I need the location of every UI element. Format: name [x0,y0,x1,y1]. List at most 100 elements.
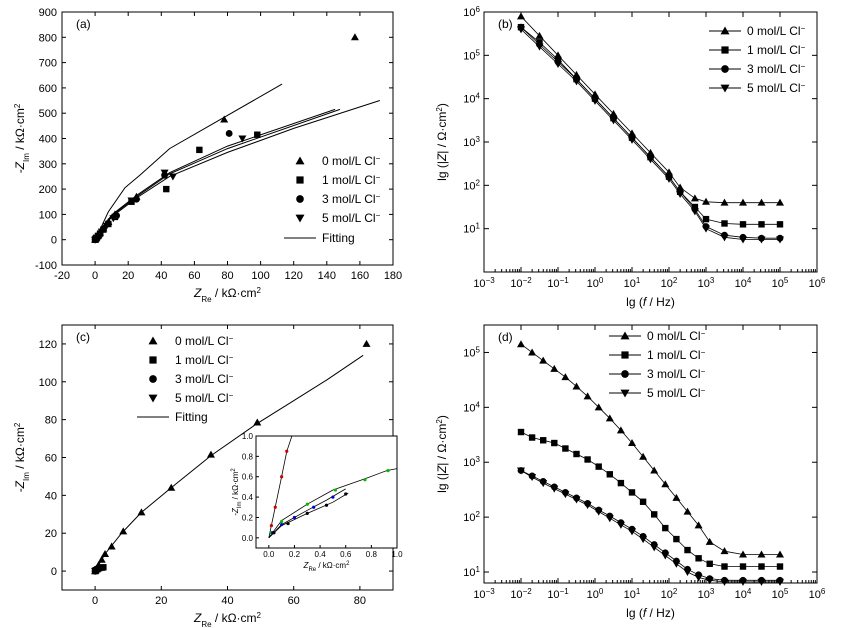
y-tick-label: 20 [45,528,57,540]
label-part: Im [237,502,243,509]
legend-label: 0 mol/L Cl− [647,329,706,344]
tick-exp: 0 [599,587,604,596]
data-point [572,78,581,86]
data-point [517,428,525,436]
data-point [739,550,747,558]
x-tick-label: 100 [251,270,269,282]
data-point [776,221,784,228]
tick-base: 10 [661,589,673,601]
x-axis-label: ZRe / kΩ·cm2 [193,286,262,304]
x-tick-label: 120 [285,270,303,282]
inset-y-tick-label: 0.2 [242,513,254,522]
label-part: Im [22,472,31,481]
inset-point [292,515,297,520]
data-point [739,198,747,206]
legend-text: 5 mol/L Cl [647,386,701,400]
data-point [758,563,765,570]
data-point [650,544,659,552]
x-tick-label: 40 [155,270,167,282]
inset-x-label: ZRe / kΩ·cm2 [303,561,351,573]
data-point [554,61,562,68]
data-point [238,135,247,143]
label-part: / Hz) [646,606,675,620]
x-tick-label: 106 [809,587,826,602]
inset-point [273,505,277,509]
data-point [720,198,729,206]
data-point [100,564,107,571]
tick-base: 10 [510,589,522,601]
y-tick-label: 600 [39,83,57,95]
y-tick-label: 60 [45,453,57,465]
data-point [528,474,537,482]
data-point [651,511,658,518]
data-point [137,508,146,516]
inset-plot: 0.0 0.2 0.4 0.6 0.8 1.0 0.0 0.2 0.4 0.6 0.8 1.0 ZRe … [231,432,403,573]
data-point [776,563,784,570]
x-tick-label: 60 [288,595,300,607]
label-part: 2 [435,107,444,112]
x-tick-label: 140 [318,270,336,282]
label-part: / Hz) [646,295,675,309]
tick-exp: 6 [476,5,481,14]
legend-text: 5 mol/L Cl [747,81,801,95]
legend-text: 3 mol/L Cl [322,192,376,206]
data-point [517,467,525,475]
data-point [160,169,169,177]
series-line [520,343,780,555]
tick-exp: 5 [476,48,481,57]
tick-base: 10 [587,589,599,601]
x-tick-label: 101 [624,276,641,291]
legend-marker [148,336,158,345]
legend-label: 5 mol/L Cl− [175,391,234,406]
x-tick-label: 103 [698,276,715,291]
tick-base: 10 [809,278,821,290]
data-point [739,221,747,228]
data-point [163,185,170,193]
inset-y-tick-label: 0.8 [242,452,254,461]
x-tick-label: 40 [221,595,233,607]
data-point [595,463,602,470]
legend-superscript: − [801,62,806,71]
data-point [102,222,111,230]
inset-point [324,503,329,507]
y-axis-label: -ZIm / kΩ·cm2 [13,103,31,173]
data-point [690,208,699,216]
x-tick-label: 104 [735,587,752,602]
data-point [254,131,261,138]
x-tick-label: 105 [772,276,789,291]
tick-base: 10 [473,589,485,601]
data-point [119,527,128,535]
legend-text: 5 mol/L Cl [175,391,229,405]
y-tick-label: 80 [45,415,57,427]
data-point [705,537,714,545]
legend-fit-label: Fitting [322,231,355,245]
series-line [520,470,780,581]
legend-marker [149,356,157,364]
inset-point [280,519,284,524]
legend-text: 1 mol/L Cl [322,173,376,187]
panel-label: (b) [498,17,513,31]
legend-superscript: − [701,367,706,376]
data-point [107,542,116,550]
y-tick-label: 40 [45,490,57,502]
inset-x-tick-label: 0.2 [289,550,301,559]
y-axis-label: -ZIm / kΩ·cm2 [13,422,31,492]
label-part: / kΩ·cm [13,427,27,472]
data-point [672,560,681,568]
data-point [776,578,784,586]
legend-text: 1 mol/L Cl [647,348,701,362]
legend-label: 5 mol/L Cl− [322,211,381,226]
data-point [167,483,176,491]
tick-base: 10 [735,589,747,601]
data-point [646,156,655,164]
tick-exp: 5 [784,276,789,285]
data-point [702,197,710,205]
label-part: lg (| [435,473,449,493]
x-tick-label: 20 [122,270,134,282]
data-point [616,426,625,434]
data-point [706,560,713,567]
x-tick-label: 160 [351,270,369,282]
label-part: | / Ω·cm [435,424,449,466]
legend-fit-label: Fitting [175,410,208,424]
